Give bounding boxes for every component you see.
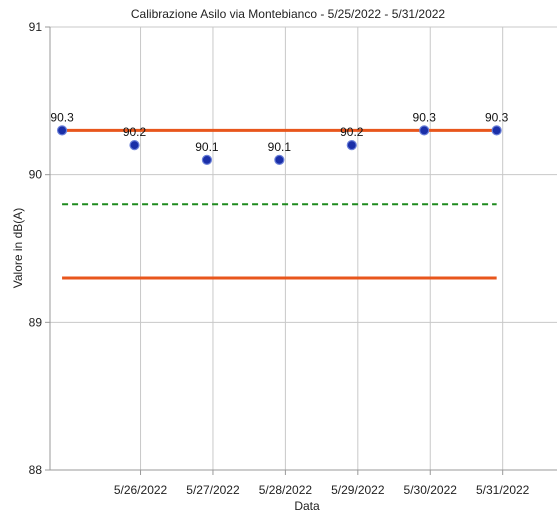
data-label: 90.2 — [123, 125, 147, 139]
data-point — [201, 154, 213, 165]
y-tick-label: 89 — [29, 315, 43, 329]
x-tick-label: 5/28/2022 — [259, 483, 313, 497]
data-point — [274, 154, 285, 165]
x-axis-label: Data — [294, 499, 320, 513]
data-point — [419, 125, 430, 136]
data-points — [56, 125, 502, 165]
data-point — [56, 125, 68, 136]
data-point — [491, 125, 502, 136]
data-label: 90.1 — [195, 140, 219, 154]
x-tick-label: 5/31/2022 — [476, 483, 530, 497]
y-tick-label: 91 — [29, 20, 43, 34]
x-tick-label: 5/26/2022 — [114, 483, 168, 497]
axes-layer: 88 89 90 91 5/26/2022 5/27/2022 5/28/2022 5/29/… — [29, 20, 557, 497]
data-label: 90.2 — [340, 125, 364, 139]
grid-layer — [50, 26, 557, 471]
data-point — [346, 140, 357, 151]
y-axis-label: Valore in dB(A) — [11, 208, 25, 288]
chart-title: Calibrazione Asilo via Montebianco - 5/2… — [131, 7, 446, 21]
x-tick-label: 5/27/2022 — [186, 483, 240, 497]
y-tick-label: 90 — [29, 168, 43, 182]
x-tick-label: 5/30/2022 — [404, 483, 458, 497]
data-point — [129, 140, 140, 151]
data-label: 90.3 — [50, 110, 74, 124]
data-label: 90.3 — [485, 110, 509, 124]
data-labels: 90.3 90.2 90.1 90.1 90.2 90.3 90.3 — [50, 110, 508, 154]
data-label: 90.1 — [268, 140, 292, 154]
x-tick-label: 5/29/2022 — [331, 483, 385, 497]
data-label: 90.3 — [413, 110, 437, 124]
y-tick-label: 88 — [29, 463, 43, 477]
